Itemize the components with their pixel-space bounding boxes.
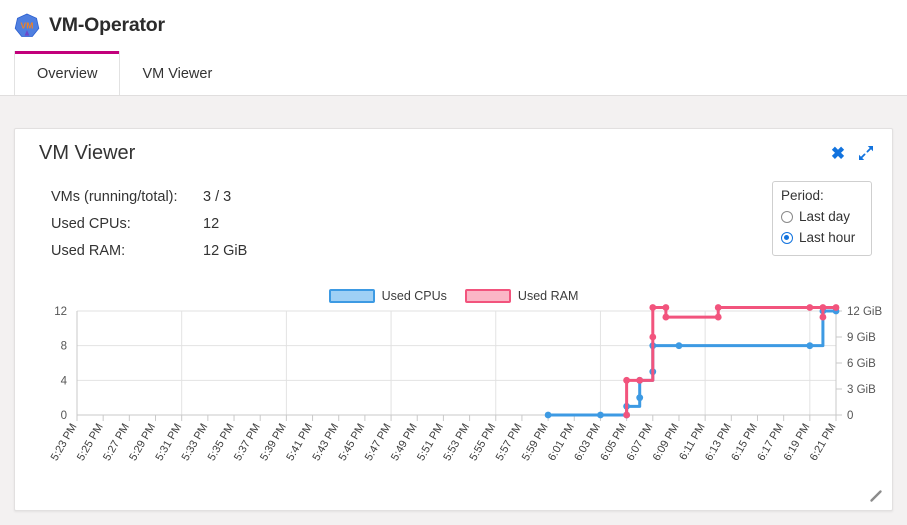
vm-stats: VMs (running/total): 3 / 3 Used CPUs: 12…	[51, 189, 247, 270]
svg-text:8: 8	[61, 341, 67, 353]
svg-text:9 GiB: 9 GiB	[847, 332, 876, 344]
svg-text:VM: VM	[21, 20, 34, 30]
svg-text:0: 0	[847, 410, 853, 422]
vm-viewer-card: VM Viewer ✖ VMs (running/total):	[14, 128, 893, 511]
close-glyph: ✖	[830, 143, 846, 163]
stat-value-vms: 3 / 3	[203, 189, 232, 205]
tab-bar: Overview VM Viewer	[0, 51, 907, 96]
legend-swatch-used-cpus	[328, 289, 375, 303]
chart-legend: Used CPUs Used RAM	[15, 289, 892, 303]
svg-text:6:21 PM: 6:21 PM	[808, 422, 839, 463]
period-option-last-hour[interactable]: Last hour	[781, 227, 863, 248]
resize-grip-icon[interactable]	[868, 488, 884, 504]
stat-row: VMs (running/total): 3 / 3	[51, 189, 247, 216]
expand-arrows-svg	[859, 146, 873, 160]
logo-svg: VM	[14, 13, 40, 37]
tab-overview[interactable]: Overview	[14, 51, 121, 96]
svg-text:12: 12	[54, 306, 67, 318]
tab-bar-divider	[0, 95, 907, 96]
svg-text:0: 0	[61, 410, 67, 422]
card-actions: ✖	[828, 143, 876, 163]
app-header: VM VM-Operator	[0, 0, 907, 51]
period-option-last-hour-label: Last hour	[799, 230, 856, 245]
tab-vm-viewer[interactable]: VM Viewer	[120, 51, 235, 96]
period-option-last-day[interactable]: Last day	[781, 206, 863, 227]
period-option-last-day-label: Last day	[799, 209, 851, 224]
svg-text:12 GiB: 12 GiB	[847, 306, 882, 318]
stat-row: Used CPUs: 12	[51, 216, 247, 243]
expand-icon[interactable]	[856, 143, 876, 163]
stat-row: Used RAM: 12 GiB	[51, 243, 247, 270]
radio-last-hour[interactable]	[781, 231, 793, 244]
tab-overview-label: Overview	[37, 65, 98, 82]
legend-item-used-ram[interactable]: Used RAM	[464, 289, 579, 303]
svg-text:3 GiB: 3 GiB	[847, 384, 876, 396]
stat-value-ram: 12 GiB	[203, 243, 248, 259]
period-selector: Period: Last day Last hour	[772, 181, 872, 256]
close-icon[interactable]: ✖	[828, 143, 848, 163]
svg-text:4: 4	[61, 375, 68, 387]
app-title: VM-Operator	[49, 14, 165, 36]
period-title: Period:	[781, 188, 824, 203]
tab-vm-viewer-label: VM Viewer	[142, 65, 213, 82]
usage-chart[interactable]: 0 4 8 12 0 3 GiB 6 GiB 9 GiB 12 GiB 5:23 PM 5:25 P…	[15, 304, 894, 512]
legend-item-used-cpus[interactable]: Used CPUs	[328, 289, 447, 303]
card-title: VM Viewer	[39, 142, 136, 164]
vm-hexagon-logo-icon: VM	[14, 13, 40, 39]
radio-last-day[interactable]	[781, 210, 793, 223]
stat-label-vms: VMs (running/total):	[51, 189, 178, 205]
svg-text:6 GiB: 6 GiB	[847, 358, 876, 370]
legend-swatch-used-ram	[464, 289, 511, 303]
legend-label-used-ram: Used RAM	[517, 289, 579, 303]
stat-label-cpus: Used CPUs:	[51, 216, 131, 232]
legend-label-used-cpus: Used CPUs	[381, 289, 447, 303]
resize-grip-svg	[870, 490, 882, 502]
stat-value-cpus: 12	[203, 216, 220, 232]
stat-label-ram: Used RAM:	[51, 243, 126, 259]
